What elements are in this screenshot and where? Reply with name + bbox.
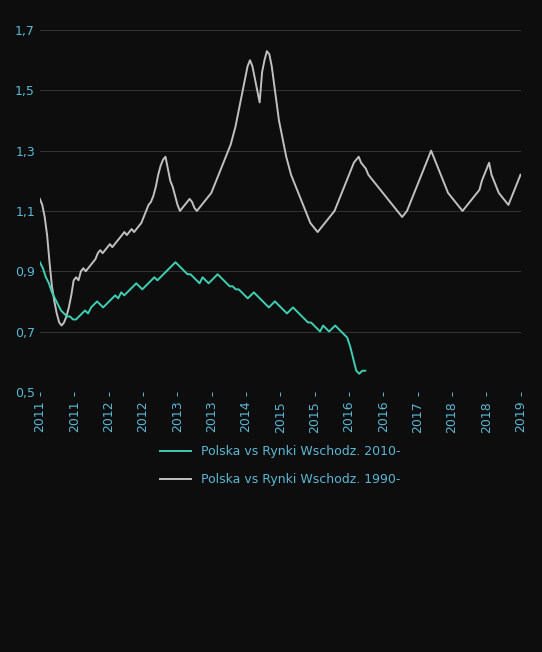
Legend: Polska vs Rynki Wschodz. 2010-, Polska vs Rynki Wschodz. 1990-: Polska vs Rynki Wschodz. 2010-, Polska v… xyxy=(155,440,405,491)
